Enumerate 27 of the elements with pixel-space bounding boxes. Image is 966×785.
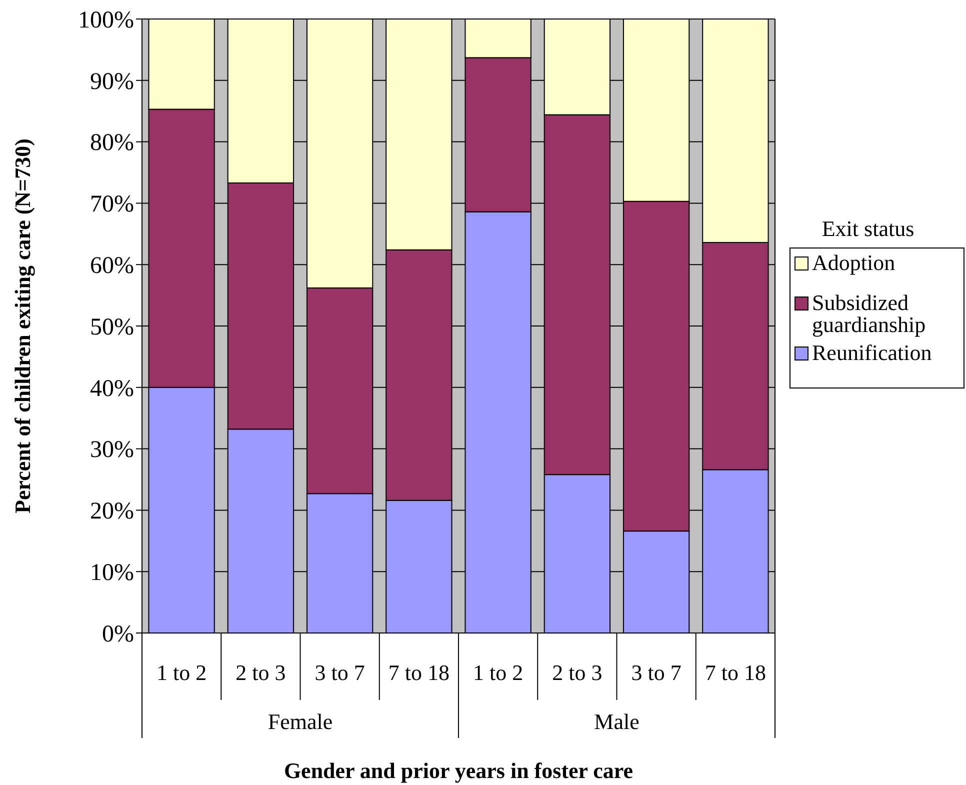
y-tick-label: 20% — [90, 498, 134, 525]
y-tick-label: 100% — [78, 7, 134, 34]
x-tick-label: 3 to 7 — [631, 660, 682, 685]
y-axis-title: Percent of children exiting care (N=730) — [10, 138, 35, 514]
x-tick-label: 3 to 7 — [314, 660, 365, 685]
x-tick-label: 7 to 18 — [704, 660, 766, 685]
x-tick-label: 1 to 2 — [473, 660, 524, 685]
y-tick-label: 30% — [90, 437, 134, 464]
y-tick-label: 70% — [90, 192, 134, 218]
y-tick-label: 90% — [90, 68, 134, 95]
x-axis-title: Gender and prior years in foster care — [284, 758, 634, 783]
legend-label: Adoption — [812, 250, 896, 275]
text: Male — [594, 709, 640, 734]
y-tick-label: 80% — [90, 130, 134, 156]
y-tick-label: 60% — [90, 253, 134, 279]
y-tick-label: 0% — [102, 621, 134, 648]
y-tick-label: 40% — [90, 376, 134, 402]
x-tick-label: 2 to 3 — [236, 660, 286, 685]
y-tick-label: 10% — [90, 560, 134, 586]
legend-title: Exit status — [822, 216, 914, 241]
x-tick-label: 1 to 2 — [156, 660, 207, 685]
y-tick-label: 50% — [90, 314, 134, 340]
text: Female — [268, 709, 333, 734]
x-tick-label: 2 to 3 — [552, 660, 602, 685]
x-tick-label: 7 to 18 — [388, 660, 450, 685]
legend-label: Reunification — [812, 340, 932, 365]
legend-label: Subsidized guardianship — [812, 290, 926, 337]
